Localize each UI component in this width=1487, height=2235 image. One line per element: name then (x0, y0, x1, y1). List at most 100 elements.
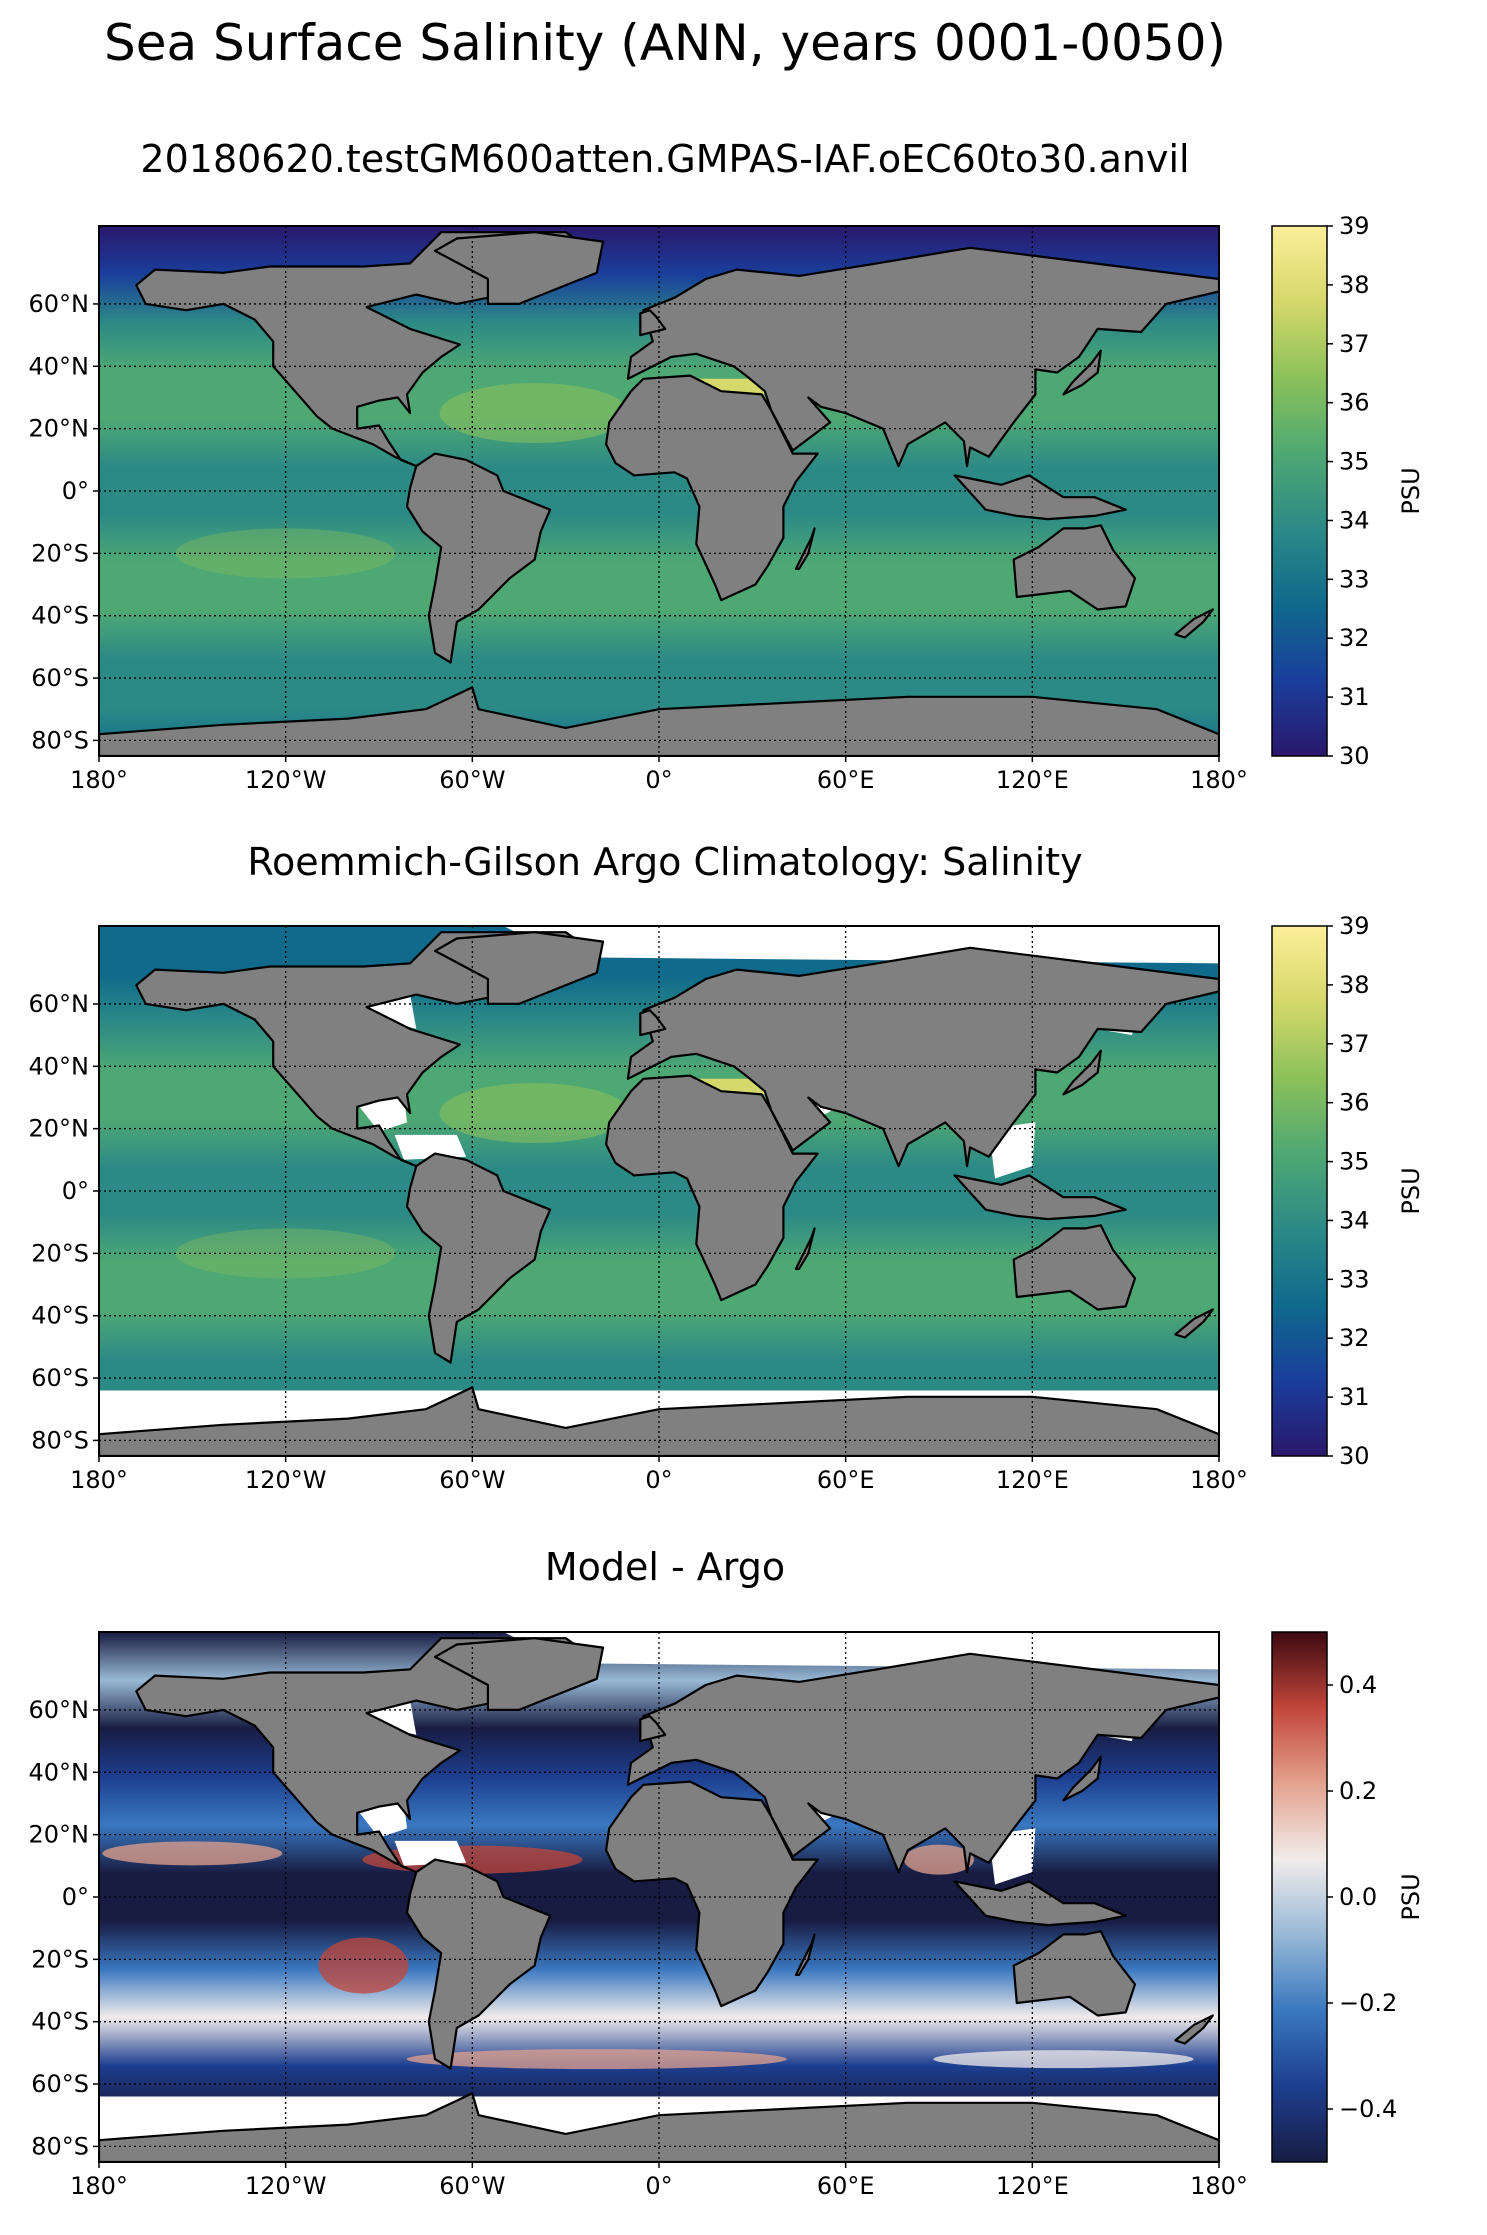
y-tick-label: 20°N (29, 415, 90, 443)
panel-1-model: 180° 120°W 60°W 0° 60°E 120°E 180° 60°N 40°N 20°N… (29, 212, 1426, 794)
x-tick-label: 60°W (439, 1466, 505, 1494)
land-indonesia (953, 474, 1127, 521)
y-tick-label: 40°S (31, 1302, 89, 1330)
x-tick-label: 0° (645, 2172, 672, 2200)
land-greenland (433, 931, 605, 1005)
land-greenland (433, 231, 605, 305)
x-tick-label: 120°W (245, 2172, 327, 2200)
subtropical-atlantic-high (439, 383, 630, 444)
y-tick-label: 80°S (31, 726, 89, 754)
land-indonesia (953, 1880, 1127, 1927)
land-north-america (135, 931, 598, 1168)
land-uk (639, 1715, 667, 1743)
figure-title: Sea Surface Salinity (ANN, years 0001-00… (103, 14, 1227, 72)
x-tick-label: 60°E (817, 1466, 875, 1494)
x-tick-label: 120°E (996, 1466, 1069, 1494)
colorbar-tick-label: 37 (1339, 330, 1370, 358)
x-tick-label: 0° (645, 1466, 672, 1494)
colorbar-tick-label: 39 (1339, 912, 1370, 940)
colorbar-tick-label: 34 (1339, 506, 1370, 534)
colorbar-label: PSU (1397, 467, 1425, 514)
colorbar-tick-label: 39 (1339, 212, 1370, 240)
y-tick-label: 80°S (31, 2132, 89, 2160)
x-tick-label: 120°W (245, 1466, 327, 1494)
colorbar-tick-label: 35 (1339, 448, 1370, 476)
colorbar-tick-label: 30 (1339, 742, 1370, 770)
land-madagascar (794, 527, 816, 570)
colorbar-tick-label: 36 (1339, 389, 1370, 417)
y-tick-label: 60°S (31, 664, 89, 692)
y-tick-label: 20°N (29, 1821, 90, 1849)
panel-3-title: Model - Argo (544, 1545, 786, 1589)
colorbar-tick-label: 32 (1339, 1324, 1370, 1352)
no-data-gulf-mexico (357, 1803, 407, 1838)
graticule (99, 226, 1219, 756)
land-eurasia (626, 1652, 1219, 1874)
land-south-america (405, 1152, 552, 1364)
southern-band-positive (406, 2049, 787, 2070)
land-madagascar (794, 1227, 816, 1270)
x-tick-label: 120°E (996, 2172, 1069, 2200)
land-japan (1062, 1755, 1102, 1802)
land-indonesia (953, 1174, 1127, 1221)
colorbar-tick-label: 38 (1339, 971, 1370, 999)
colorbar (1271, 225, 1328, 757)
colorbar-tick-label: 0.0 (1339, 1883, 1377, 1911)
colorbar-tick-label: 30 (1339, 1442, 1370, 1470)
x-tick-label: 180° (1190, 2172, 1248, 2200)
colorbar-tick-label: 31 (1339, 683, 1370, 711)
land-south-america (405, 452, 552, 664)
y-tick-label: 20°N (29, 1115, 90, 1143)
southeast-pacific-positive (318, 1937, 409, 1994)
land-north-america (135, 1637, 598, 1874)
land-uk (639, 309, 667, 337)
x-tick-label: 180° (70, 1466, 128, 1494)
y-tick-label: 60°N (29, 1696, 90, 1724)
panel-3-difference: 180° 120°W 60°W 0° 60°E 120°E 180° 60°N 40°N 20°N… (29, 1631, 1425, 2200)
no-data-caribbean (394, 1840, 467, 1866)
x-tick-label: 0° (645, 766, 672, 794)
panel-2-title: Roemmich-Gilson Argo Climatology: Salini… (247, 840, 1083, 884)
y-tick-label: 40°N (29, 352, 90, 380)
southern-indian-band (933, 2050, 1194, 2069)
y-tick-label: 60°N (29, 990, 90, 1018)
north-pacific-positive (102, 1841, 283, 1866)
panel-2-argo: 180° 120°W 60°W 0° 60°E 120°E 180° 60°N 40°N 20°N… (29, 912, 1426, 1494)
colorbar-tick-label: −0.4 (1339, 2095, 1397, 2123)
land-uk (639, 1009, 667, 1037)
colorbar-label: PSU (1397, 1873, 1425, 1920)
colorbar-tick-label: 37 (1339, 1030, 1370, 1058)
x-tick-label: 120°E (996, 766, 1069, 794)
colorbar-tick-label: 33 (1339, 1265, 1370, 1293)
land-new-zealand (1174, 608, 1214, 639)
x-tick-label: 60°W (439, 2172, 505, 2200)
graticule (99, 1632, 1219, 2162)
colorbar (1271, 925, 1328, 1457)
y-tick-label: 20°S (31, 539, 89, 567)
graticule (99, 926, 1219, 1456)
panel-1-title: 20180620.testGM600atten.GMPAS-IAF.oEC60t… (140, 137, 1190, 181)
subtropical-atlantic-high (439, 1083, 630, 1144)
y-tick-label: 0° (62, 1177, 89, 1205)
bay-of-bengal-positive (904, 1844, 974, 1875)
x-tick-label: 180° (1190, 1466, 1248, 1494)
colorbar-tick-label: 38 (1339, 271, 1370, 299)
colorbar-tick-label: 33 (1339, 565, 1370, 593)
colorbar-tick-label: 31 (1339, 1383, 1370, 1411)
colorbar (1271, 1631, 1328, 2163)
y-tick-label: 80°S (31, 1426, 89, 1454)
x-tick-label: 60°W (439, 766, 505, 794)
land-south-america (405, 1858, 552, 2070)
colorbar-tick-label: 36 (1339, 1089, 1370, 1117)
land-new-zealand (1174, 2014, 1214, 2045)
land-japan (1062, 349, 1102, 396)
land-madagascar (794, 1933, 816, 1976)
y-tick-label: 40°S (31, 602, 89, 630)
no-data-gulf-mexico (357, 1097, 407, 1132)
colorbar-label: PSU (1397, 1167, 1425, 1214)
y-tick-label: 60°S (31, 1364, 89, 1392)
colorbar-tick-label: −0.2 (1339, 1989, 1397, 2017)
x-tick-label: 180° (70, 766, 128, 794)
x-tick-label: 60°E (817, 2172, 875, 2200)
colorbar-tick-label: 0.2 (1339, 1777, 1377, 1805)
